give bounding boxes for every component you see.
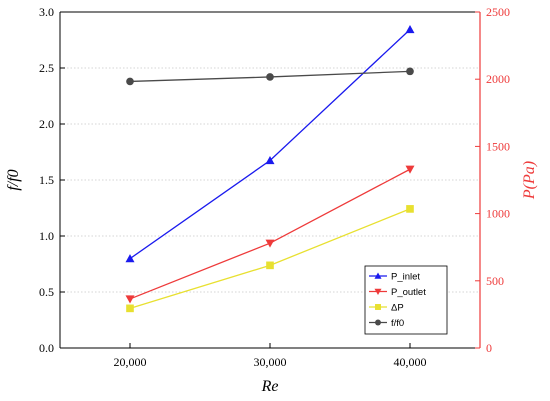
- right-y-tick-label: 1000: [486, 207, 510, 221]
- right-y-tick-label: 2000: [486, 72, 510, 86]
- data-point: [266, 73, 274, 81]
- data-point: [405, 165, 415, 174]
- data-point: [125, 254, 135, 263]
- legend-label: P_inlet: [391, 272, 420, 283]
- right-y-axis-title: P(Pa): [521, 161, 538, 200]
- legend-label: ΔP: [391, 303, 404, 314]
- legend-marker: [375, 304, 381, 310]
- series-line: [129, 28, 411, 260]
- series-3: [126, 67, 414, 86]
- right-y-tick-label: 1500: [486, 139, 510, 153]
- right-y-tick-label: 2500: [486, 5, 510, 19]
- legend-marker: [374, 272, 382, 279]
- legend-marker: [374, 288, 382, 295]
- data-point: [266, 261, 274, 270]
- data-point: [265, 239, 275, 248]
- legend-label: P_outlet: [391, 287, 426, 298]
- ticks: 0.0 0.5 1.0 1.5 2.0 2.5 3.0 0 500 1000 1500 2000 250…: [39, 5, 510, 369]
- left-y-tick-label: 2.0: [39, 117, 54, 131]
- legend: P_inlet P_outlet ΔP f/f0: [364, 265, 448, 335]
- data-point: [265, 156, 275, 165]
- data-point: [406, 205, 414, 213]
- data-point: [405, 24, 415, 34]
- left-y-tick-label: 2.5: [39, 61, 54, 75]
- right-y-tick-label: 500: [486, 274, 504, 288]
- x-tick-label: 40,000: [394, 355, 427, 369]
- series-2: [126, 205, 414, 313]
- data-point: [126, 304, 134, 313]
- series-0: [125, 24, 415, 263]
- series: [125, 24, 415, 313]
- grid-lines: [60, 67, 480, 293]
- legend-marker: [375, 319, 381, 326]
- right-y-tick-label: 0: [486, 341, 492, 355]
- x-tick-label: 30,000: [254, 355, 287, 369]
- left-y-tick-label: 0.0: [39, 341, 54, 355]
- series-1: [125, 165, 415, 304]
- x-tick-label: 20,000: [114, 355, 147, 369]
- data-point: [126, 77, 134, 86]
- left-y-tick-label: 1.0: [39, 229, 54, 243]
- left-y-axis-title: f/f0: [5, 169, 22, 190]
- legend-label: f/f0: [391, 318, 404, 329]
- data-point: [406, 67, 414, 76]
- x-axis-title: Re: [261, 378, 279, 395]
- left-y-tick-label: 1.5: [39, 173, 54, 187]
- left-y-tick-label: 0.5: [39, 285, 54, 299]
- data-point: [125, 295, 135, 304]
- left-y-tick-label: 3.0: [39, 5, 54, 19]
